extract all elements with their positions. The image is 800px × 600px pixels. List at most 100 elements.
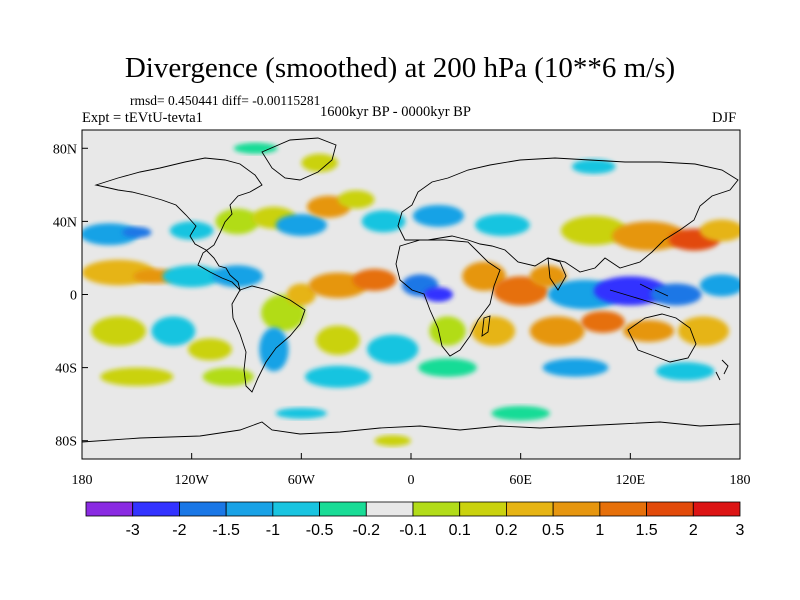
lat-tick-label: 80S [55,435,77,450]
anomaly-region [151,316,196,346]
anomaly-region [493,276,549,306]
anomaly-region [623,320,675,343]
anomaly-region [699,219,740,242]
anomaly-region [367,334,419,364]
anomaly-region [580,310,625,333]
anomaly-region [650,283,702,306]
coastline-africa [395,239,501,357]
anomaly-region [308,272,368,299]
anomaly-region [374,435,411,447]
coastline-india [547,257,567,291]
anomaly-region [491,405,550,421]
colorbar-label: 0.1 [449,522,471,539]
anomaly-region [211,265,263,288]
anomaly-region [412,204,465,227]
lon-tick-label: 60W [288,473,316,488]
stats-text: rmsd= 0.450441 diff= -0.00115281 [130,93,321,108]
lon-tick-label: 120E [616,473,646,488]
lon-tick-label: 60E [509,473,532,488]
anomaly-region [315,325,360,355]
anomaly-region [215,208,260,235]
coastline-south-america [231,285,306,393]
colorbar-segment [599,501,647,517]
colorbar-label: -1 [266,522,280,539]
chart-title: Divergence (smoothed) at 200 hPa (10**6 … [124,52,676,84]
colorbar-segment [132,501,180,517]
colorbar-label: -3 [126,522,140,539]
anomaly-region [677,316,730,346]
colorbar-segment [459,501,507,517]
lon-tick-label: 180 [72,473,93,488]
coastline-australia [627,313,697,363]
anomaly-region [275,407,327,419]
anomaly-region [100,367,174,386]
anomaly-region [301,153,338,173]
anomaly-region [560,215,627,246]
anomaly-region [571,159,616,174]
colorbar-label: 1 [595,522,604,539]
colorbar-segment [85,501,134,517]
anomaly-region [162,265,221,288]
anomaly-region [474,214,530,237]
anomaly-region [529,265,567,288]
anomaly-region [337,190,375,209]
anomaly-region [655,362,715,381]
coastline-new-zealand [715,359,729,381]
experiment-label: Expt = tEVtU-tevta1 [82,110,203,126]
season-label: DJF [712,110,737,126]
anomaly-region [82,223,139,246]
colorbar-label: -0.1 [399,522,427,539]
anomaly-region [122,226,152,238]
anomaly-region [169,221,214,240]
anomaly-region [188,338,232,361]
anomaly-region [699,274,740,297]
colorbar-segment [272,501,320,517]
colorbar-label: 2 [689,522,698,539]
coastline-indonesia [609,283,671,309]
anomaly-region [418,358,477,377]
coastline-antarctica [82,421,740,443]
lon-tick-label: 180 [730,473,751,488]
colorbar-label: -2 [172,522,186,539]
lon-tick-label: 120W [175,473,210,488]
colorbar-label: -1.5 [212,522,240,539]
anomaly-region [202,367,254,386]
anomaly-region [612,221,686,251]
anomaly-region [304,365,371,388]
coastline-madagascar [481,315,491,337]
lat-tick-label: 80N [53,142,77,157]
lat-tick-label: 40N [53,215,77,230]
colorbar-label: 1.5 [635,522,657,539]
anomaly-region [361,210,406,233]
colorbar-segment [412,501,461,517]
colorbar-segment [179,501,227,517]
colorbar-segment [225,501,274,517]
colorbar-label: -0.5 [306,522,334,539]
anomaly-region [423,287,454,302]
colorbar-label: 0.5 [542,522,564,539]
anomaly-region [91,316,146,346]
lon-tick-label: 0 [408,473,415,488]
anomaly-region [275,214,327,237]
anomaly-region [429,316,466,346]
colorbar-segment [692,501,741,517]
anomaly-region [259,327,289,372]
colorbar-segment [646,501,694,517]
anomaly-region [529,316,585,346]
colorbar-segment [506,501,554,517]
colorbar-segment [365,501,414,517]
lat-tick-label: 40S [55,362,77,377]
lat-tick-label: 0 [70,289,77,304]
coastline-north-america [94,157,263,292]
coastline-eurasia [397,157,739,273]
anomaly-region [542,358,609,377]
anomaly-region [593,276,667,306]
anomaly-region [233,142,278,154]
anomaly-region [286,283,316,306]
period-label: 1600kyr BP - 0000kyr BP [320,104,471,120]
anomaly-region [471,316,516,346]
colorbar-segment [552,501,601,517]
coastline-greenland [261,137,337,181]
colorbar-segment [319,501,367,517]
